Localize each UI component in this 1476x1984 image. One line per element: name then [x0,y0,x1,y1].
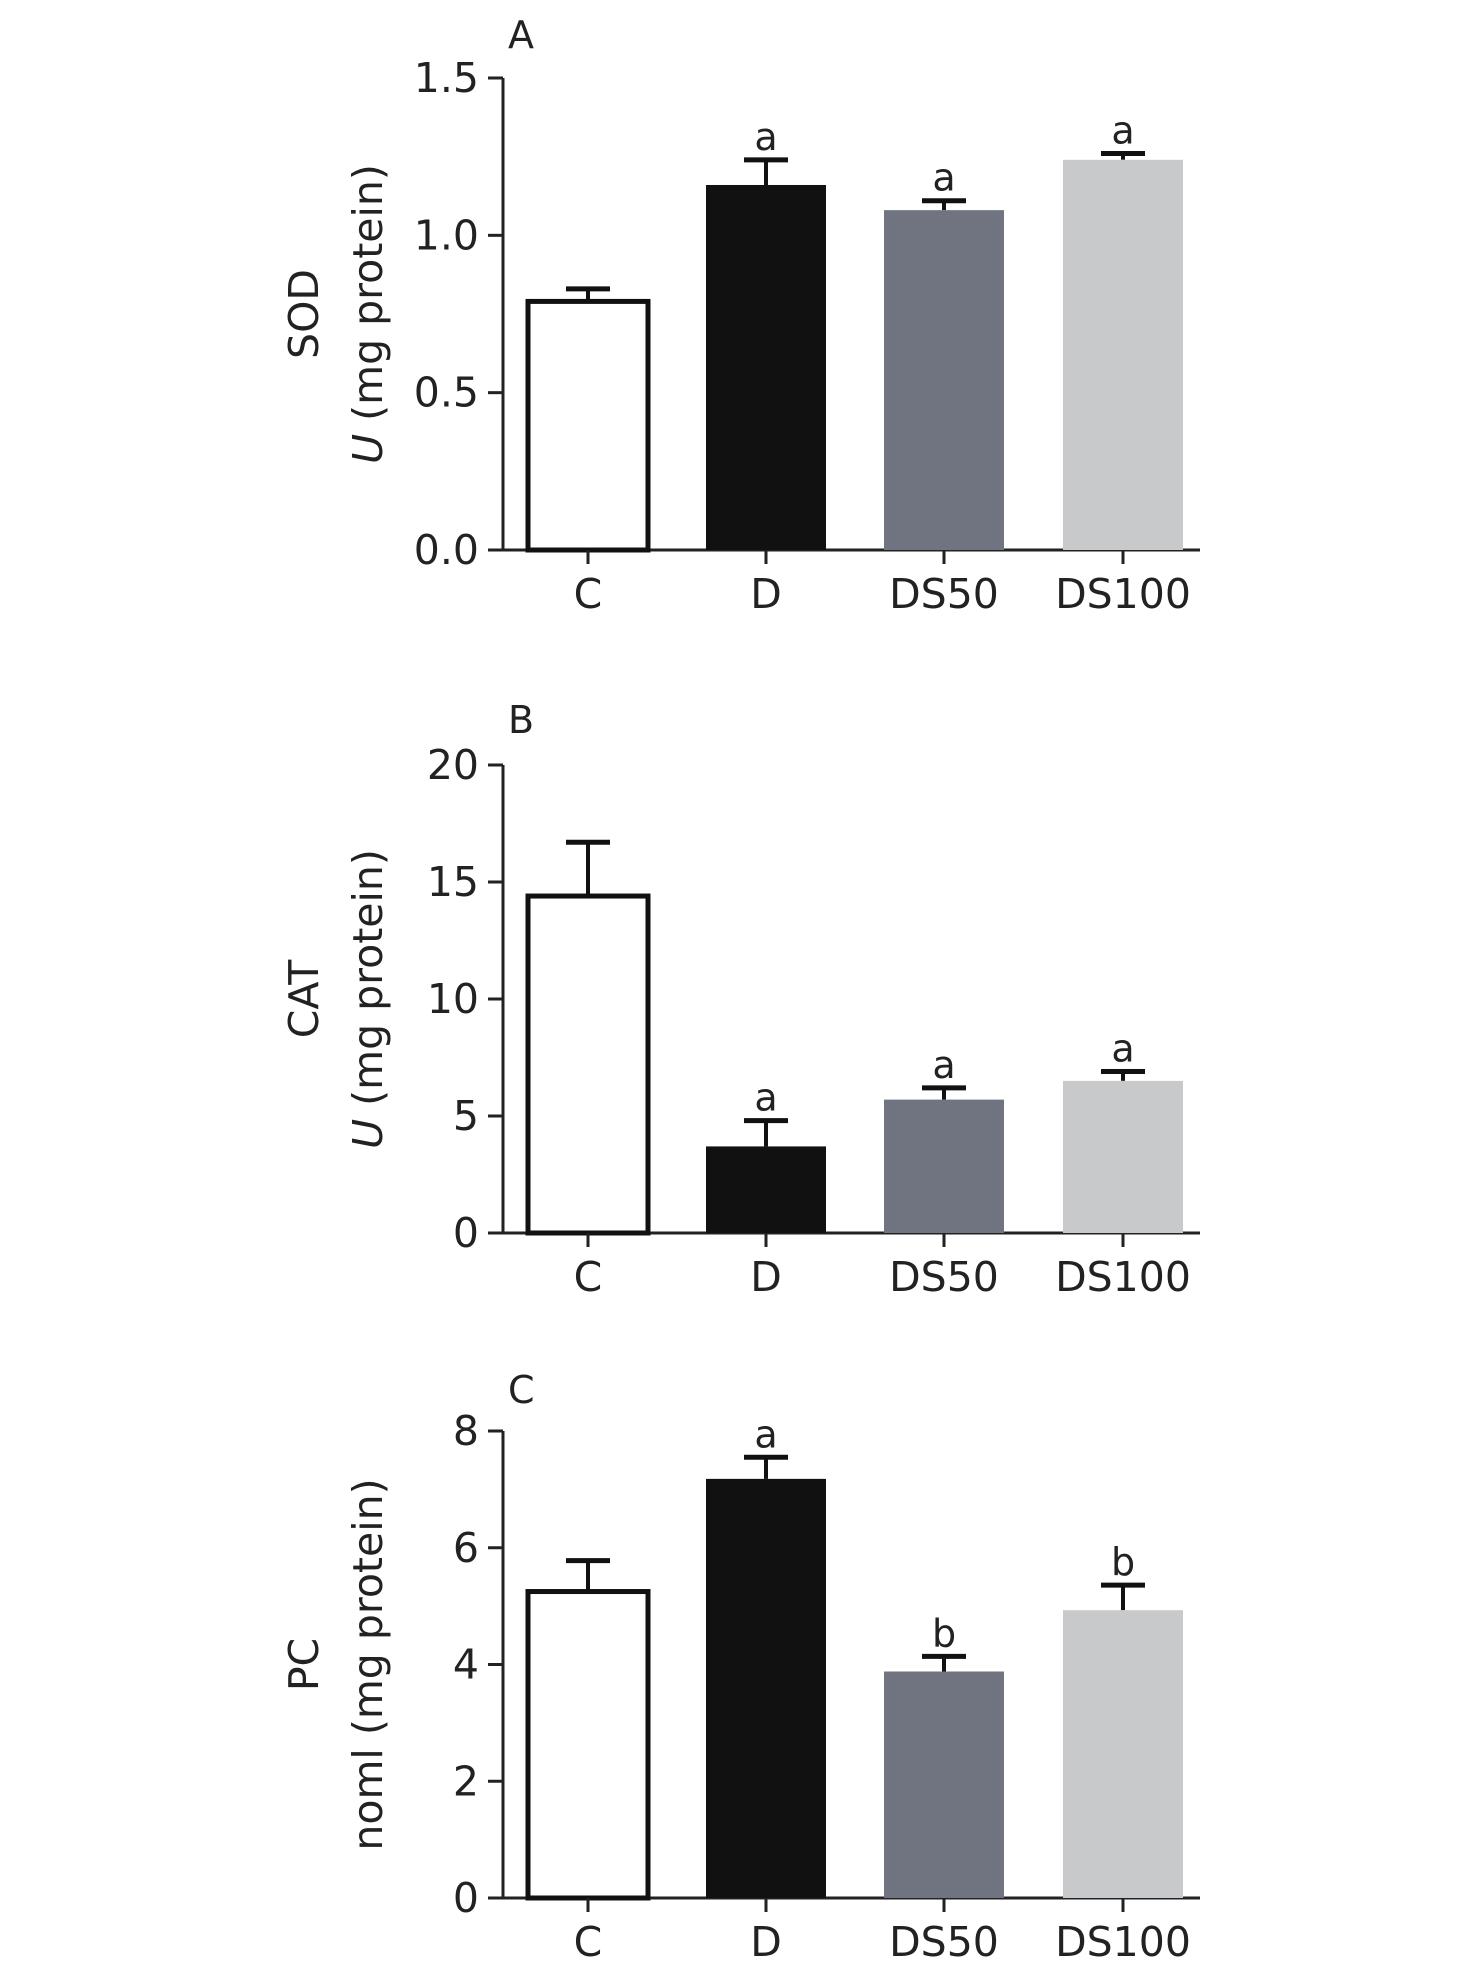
bar-C [525,893,651,1236]
significance-label: a [754,115,777,159]
bar-DS50 [884,1671,1004,1898]
y-axis-title-line2: noml (mg protein) [344,1478,392,1850]
x-tick-label: DS50 [889,1253,999,1301]
x-tick-label: C [574,1918,603,1966]
y-axis-unit-italic: U [344,1119,392,1149]
y-axis-unit: (mg protein) [344,164,392,434]
y-tick-label: 1.5 [414,54,479,102]
bar-DS50 [884,1099,1004,1233]
x-tick-label: DS100 [1055,1918,1191,1966]
y-tick-label: 0.5 [414,369,479,417]
y-axis-title-line1: SOD [280,269,328,359]
significance-label: a [932,1043,955,1087]
y-tick-label: 10 [427,975,479,1023]
y-tick-label: 6 [453,1524,479,1572]
bar-DS100 [1063,1610,1183,1898]
bar-D [706,184,826,550]
significance-label: a [754,1076,777,1120]
panel-C: C 0 2 4 6 8 PC noml (mg protein) Ca Db DS50 b DS100 [280,1368,1200,1966]
x-tick-label: DS50 [889,1918,999,1966]
bar-C [525,298,651,553]
significance-label: a [754,1412,777,1456]
y-tick-label: 15 [427,858,479,906]
x-tick-label: D [750,1918,782,1966]
bar-DS100 [1063,159,1183,550]
panel-letter: B [508,698,534,742]
bar-DS50 [884,210,1004,550]
y-axis-title-line1: CAT [280,959,328,1038]
bar-D [706,1478,826,1898]
x-tick-label: D [750,1253,782,1301]
x-tick-label: DS50 [889,570,999,618]
x-tick-label: DS100 [1055,1253,1191,1301]
y-axis-title-line2: U (mg protein) [344,164,392,464]
significance-label: a [1111,1027,1134,1071]
y-tick-label: 4 [453,1641,479,1689]
y-axis-title-line1: PC [280,1638,328,1691]
x-tick-label: DS100 [1055,570,1191,618]
y-axis-unit: noml (mg protein) [344,1478,392,1850]
x-tick-label: C [574,1253,603,1301]
panel-letter: A [508,13,534,57]
y-axis-unit-italic: U [344,434,392,464]
y-tick-label: 0 [453,1209,479,1257]
y-tick-label: 5 [453,1092,479,1140]
bar-DS100 [1063,1080,1183,1233]
significance-label: a [932,156,955,200]
bar-D [706,1146,826,1233]
panel-B: B 0 5 10 15 20 CAT U (mg protein) Ca Da DS50 a DS100 [280,698,1200,1301]
panel-letter: C [508,1368,535,1412]
y-tick-label: 1.0 [414,211,479,259]
y-tick-label: 0 [453,1874,479,1922]
significance-label: b [1111,1540,1135,1584]
y-axis-unit: (mg protein) [344,849,392,1119]
x-tick-label: D [750,570,782,618]
y-tick-label: 0.0 [414,526,479,574]
y-tick-label: 8 [453,1407,479,1455]
bar-C [525,1589,651,1901]
significance-label: a [1111,109,1134,153]
significance-label: b [932,1611,956,1655]
y-axis-title-line2: U (mg protein) [344,849,392,1149]
y-tick-label: 20 [427,741,479,789]
panel-A: A 0.0 0.5 1.0 1.5 SOD U (mg protein) Ca Da DS50 a D… [280,13,1200,618]
x-tick-label: C [574,570,603,618]
y-tick-label: 2 [453,1757,479,1805]
